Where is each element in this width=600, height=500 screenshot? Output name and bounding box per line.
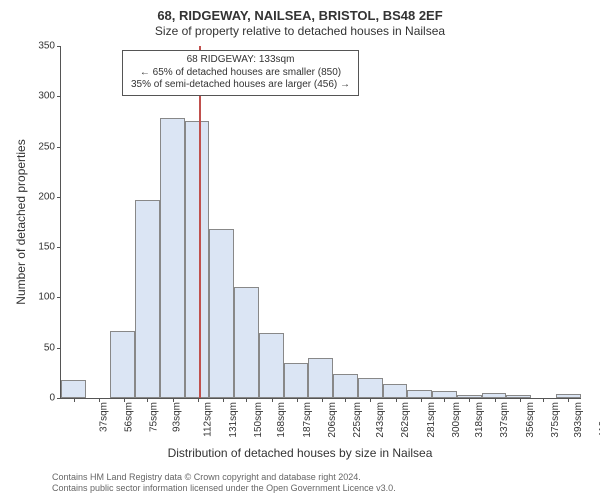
x-tick-label: 281sqm <box>426 402 437 438</box>
y-tick-label: 100 <box>38 292 61 303</box>
x-tick-mark <box>173 398 174 402</box>
chart-title-line2: Size of property relative to detached ho… <box>0 24 600 38</box>
histogram-bar <box>160 118 185 398</box>
x-tick-mark <box>444 398 445 402</box>
x-tick-mark <box>322 398 323 402</box>
footer-line1: Contains HM Land Registry data © Crown c… <box>52 472 396 483</box>
histogram-bar <box>284 363 309 398</box>
histogram-bar <box>135 200 160 398</box>
histogram-bar <box>308 358 333 398</box>
x-tick-label: 225sqm <box>352 402 363 438</box>
x-tick-label: 262sqm <box>401 402 412 438</box>
x-tick-mark <box>272 398 273 402</box>
x-tick-label: 112sqm <box>202 402 213 437</box>
x-tick-mark <box>421 398 422 402</box>
y-tick-label: 350 <box>38 41 61 52</box>
histogram-bar <box>185 121 210 398</box>
x-tick-mark <box>198 398 199 402</box>
y-axis-label: Number of detached properties <box>14 139 28 304</box>
x-tick-label: 187sqm <box>302 402 313 438</box>
x-tick-label: 93sqm <box>172 402 183 432</box>
x-tick-mark <box>99 398 100 402</box>
x-tick-mark <box>297 398 298 402</box>
histogram-bar <box>110 331 135 398</box>
annotation-line2: ← 65% of detached houses are smaller (85… <box>131 67 350 80</box>
histogram-bar <box>234 287 259 398</box>
x-tick-label: 393sqm <box>573 402 584 438</box>
y-tick-label: 200 <box>38 191 61 202</box>
y-tick-label: 250 <box>38 141 61 152</box>
x-tick-label: 318sqm <box>474 402 485 438</box>
x-tick-mark <box>147 398 148 402</box>
annotation-line1: 68 RIDGEWAY: 133sqm <box>131 54 350 67</box>
x-tick-label: 206sqm <box>327 402 338 438</box>
x-tick-label: 243sqm <box>375 402 386 438</box>
x-tick-label: 356sqm <box>525 402 536 438</box>
x-tick-label: 300sqm <box>451 402 462 438</box>
x-tick-mark <box>345 398 346 402</box>
histogram-bar <box>259 333 284 398</box>
annotation-box: 68 RIDGEWAY: 133sqm ← 65% of detached ho… <box>122 50 359 96</box>
x-tick-mark <box>543 398 544 402</box>
histogram-bar <box>358 378 383 398</box>
y-tick-label: 0 <box>49 393 61 404</box>
x-tick-mark <box>469 398 470 402</box>
histogram-bar <box>432 391 457 398</box>
y-tick-label: 50 <box>44 342 61 353</box>
x-tick-label: 150sqm <box>253 402 264 438</box>
x-tick-label: 37sqm <box>98 402 109 432</box>
x-tick-label: 168sqm <box>277 402 288 438</box>
x-tick-mark <box>495 398 496 402</box>
x-tick-label: 75sqm <box>148 402 159 432</box>
histogram-bar <box>407 390 432 398</box>
x-tick-mark <box>223 398 224 402</box>
x-tick-mark <box>568 398 569 402</box>
y-tick-label: 150 <box>38 242 61 253</box>
marker-line <box>199 46 201 398</box>
histogram-bar <box>209 229 234 398</box>
x-tick-label: 56sqm <box>123 402 134 432</box>
x-tick-label: 375sqm <box>550 402 561 438</box>
chart-title-line1: 68, RIDGEWAY, NAILSEA, BRISTOL, BS48 2EF <box>0 8 600 23</box>
x-tick-mark <box>124 398 125 402</box>
y-tick-label: 300 <box>38 91 61 102</box>
chart-container: 68, RIDGEWAY, NAILSEA, BRISTOL, BS48 2EF… <box>0 0 600 500</box>
x-axis-label: Distribution of detached houses by size … <box>0 446 600 460</box>
annotation-line3: 35% of semi-detached houses are larger (… <box>131 79 350 92</box>
footer-note: Contains HM Land Registry data © Crown c… <box>52 472 396 495</box>
histogram-bar <box>61 380 86 398</box>
footer-line2: Contains public sector information licen… <box>52 483 396 494</box>
x-tick-mark <box>74 398 75 402</box>
x-tick-label: 131sqm <box>228 402 239 438</box>
plot-area: 05010015020025030035037sqm56sqm75sqm93sq… <box>60 46 581 399</box>
x-tick-label: 337sqm <box>500 402 511 438</box>
histogram-bar <box>383 384 408 398</box>
x-tick-mark <box>520 398 521 402</box>
x-tick-mark <box>396 398 397 402</box>
x-tick-mark <box>370 398 371 402</box>
x-tick-mark <box>246 398 247 402</box>
histogram-bar <box>333 374 358 398</box>
